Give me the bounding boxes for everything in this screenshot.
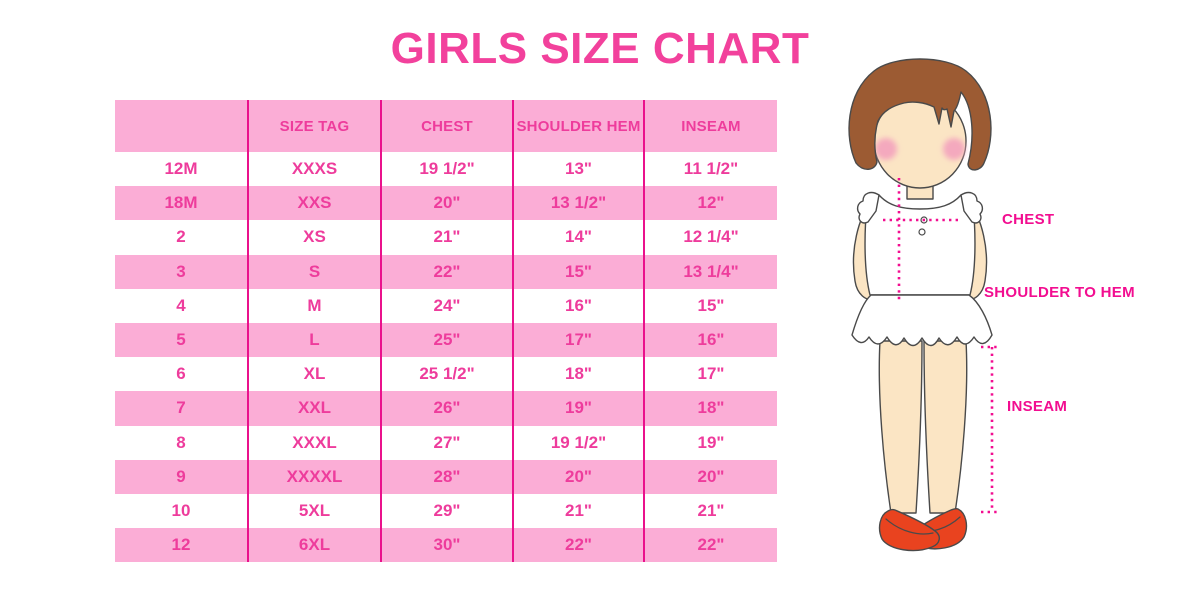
shoulder-hem-cell: 22" (512, 528, 643, 563)
size-tag-cell: XXS (247, 186, 380, 221)
table-row: 8 XXXL 27" 19 1/2" 19" (115, 425, 777, 460)
header-size-tag-cell: SIZE TAG (247, 100, 380, 152)
shoulder-hem-cell: 18" (512, 357, 643, 392)
table-row: 12M XXXS 19 1/2" 13" 11 1/2" (115, 152, 777, 187)
size-tag-cell: XXXL (247, 425, 380, 460)
table-header-row: SIZE TAG CHEST SHOULDER HEM INSEAM (115, 100, 777, 152)
shoulder-hem-cell: 15" (512, 254, 643, 289)
legs (878, 340, 968, 514)
shoulder-hem-cell: 16" (512, 288, 643, 323)
table-row: 9 XXXXL 28" 20" 20" (115, 459, 777, 494)
size-cell: 5 (176, 330, 186, 350)
size-cell: 12 (171, 535, 191, 555)
size-cell: 3 (176, 261, 186, 281)
size-tag-cell: 6XL (247, 528, 380, 563)
shoulder-hem-cell: 13 1/2" (512, 186, 643, 221)
inseam-cell: 19" (643, 425, 777, 460)
chest-cell: 29" (380, 493, 512, 529)
measurement-diagram: CHEST SHOULDER TO HEM INSEAM (830, 45, 1170, 565)
size-cell: 12M (164, 159, 198, 179)
size-tag-cell: L (247, 322, 380, 358)
size-tag-cell: S (247, 254, 380, 289)
chest-cell: 21" (380, 220, 512, 255)
dress-bodice (864, 193, 976, 296)
table-row: 6 XL 25 1/2" 18" 17" (115, 357, 777, 392)
inseam-cell: 20" (643, 459, 777, 494)
chest-cell: 19 1/2" (380, 152, 512, 187)
size-tag-cell: XXL (247, 391, 380, 426)
size-tag-cell: XXXXL (247, 459, 380, 494)
girl-figure-illustration (848, 58, 999, 552)
size-tag-cell: XS (247, 220, 380, 255)
shoulder-hem-cell: 20" (512, 459, 643, 494)
size-tag-cell: XL (247, 357, 380, 392)
table-row: 5 L 25" 17" 16" (115, 322, 777, 358)
size-cell: 18M (164, 193, 198, 213)
chest-cell: 30" (380, 528, 512, 563)
header-shoulder-hem-cell: SHOULDER HEM (512, 100, 643, 152)
shoulder-hem-cell: 19 1/2" (512, 425, 643, 460)
size-cell: 2 (176, 227, 186, 247)
size-tag-cell: M (247, 288, 380, 323)
chest-cell: 24" (380, 288, 512, 323)
table-row: 7 XXL 26" 19" 18" (115, 391, 777, 426)
inseam-cell: 16" (643, 322, 777, 358)
size-cell: 9 (176, 466, 186, 486)
chest-cell: 27" (380, 425, 512, 460)
chest-cell: 20" (380, 186, 512, 221)
shoulder-to-hem-label: SHOULDER TO HEM (984, 284, 1135, 301)
chest-cell: 26" (380, 391, 512, 426)
header-chest-cell: CHEST (380, 100, 512, 152)
chest-cell: 25" (380, 322, 512, 358)
skirt (851, 294, 993, 347)
inseam-cell: 15" (643, 288, 777, 323)
inseam-cell: 11 1/2" (643, 152, 777, 187)
table-row: 10 5XL 29" 21" 21" (115, 493, 777, 529)
hair (848, 58, 992, 171)
shoulder-hem-cell: 17" (512, 322, 643, 358)
header-size-cell (115, 100, 247, 152)
shoulder-hem-cell: 21" (512, 493, 643, 529)
size-cell: 7 (176, 398, 186, 418)
chest-cell: 28" (380, 459, 512, 494)
size-cell: 6 (176, 364, 186, 384)
inseam-label: INSEAM (1007, 398, 1068, 415)
size-tag-cell: 5XL (247, 493, 380, 529)
inseam-cell: 18" (643, 391, 777, 426)
table-row: 18M XXS 20" 13 1/2" 12" (115, 186, 777, 221)
size-cell: 8 (176, 432, 186, 452)
table-row: 2 XS 21" 14" 12 1/4" (115, 220, 777, 255)
table-row: 4 M 24" 16" 15" (115, 288, 777, 323)
measurement-lines (883, 178, 999, 514)
inseam-cell: 21" (643, 493, 777, 529)
inseam-cell: 12 1/4" (643, 220, 777, 255)
cheeks (875, 138, 965, 160)
chest-cell: 25 1/2" (380, 357, 512, 392)
shoes (878, 507, 968, 552)
chest-cell: 22" (380, 254, 512, 289)
table-row: 3 S 22" 15" 13 1/4" (115, 254, 777, 289)
shoulder-hem-cell: 14" (512, 220, 643, 255)
table-row: 12 6XL 30" 22" 22" (115, 528, 777, 563)
page-title: GIRLS SIZE CHART (390, 24, 810, 73)
inseam-cell: 13 1/4" (643, 254, 777, 289)
chest-label: CHEST (1002, 211, 1055, 228)
size-cell: 4 (176, 295, 186, 315)
inseam-cell: 22" (643, 528, 777, 563)
header-inseam-cell: INSEAM (643, 100, 777, 152)
size-cell: 10 (171, 500, 191, 520)
shoulder-hem-cell: 13" (512, 152, 643, 187)
inseam-cell: 12" (643, 186, 777, 221)
shoulder-ruffles (856, 191, 984, 224)
size-tag-cell: XXXS (247, 152, 380, 187)
size-chart-table: SIZE TAG CHEST SHOULDER HEM INSEAM 12M X… (115, 100, 777, 563)
inseam-cell: 17" (643, 357, 777, 392)
shoulder-hem-cell: 19" (512, 391, 643, 426)
